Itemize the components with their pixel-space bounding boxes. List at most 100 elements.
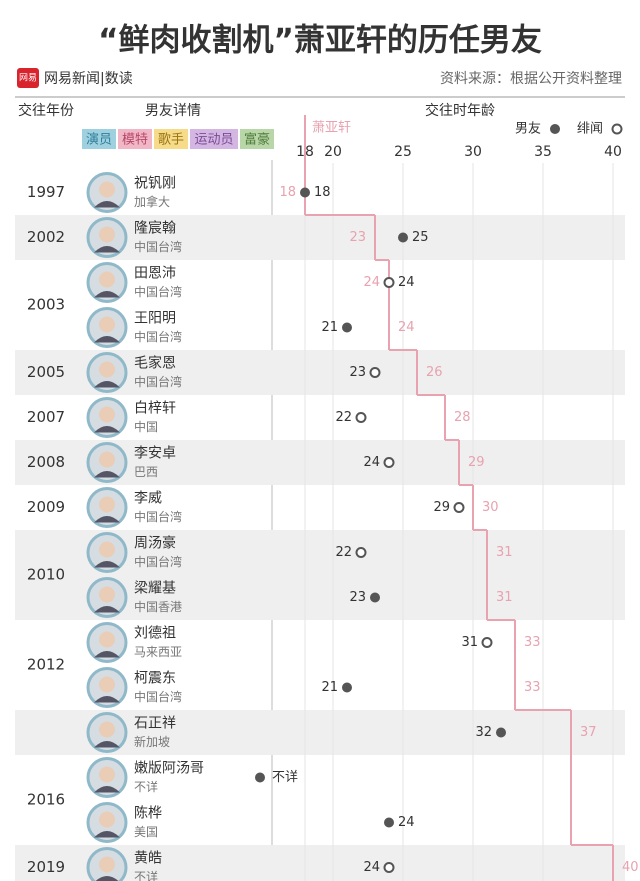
year: 2012 <box>27 656 65 674</box>
avatar-face <box>99 766 115 783</box>
legend-marker <box>550 124 560 134</box>
boyfriend-name: 白梓轩 <box>134 401 176 417</box>
avatar-face <box>99 676 115 693</box>
age-label: 24 <box>363 860 380 875</box>
tag-box <box>154 129 188 149</box>
avatar-body <box>94 606 120 613</box>
tag-box <box>82 129 116 149</box>
subject-age-label: 30 <box>482 500 499 515</box>
avatar-face <box>99 541 115 558</box>
boyfriend-name: 陈桦 <box>134 805 162 822</box>
avatar-body <box>95 876 119 881</box>
avatar-face <box>99 361 115 378</box>
subject-age-label: 29 <box>468 455 485 470</box>
boyfriend-origin: 中国台湾 <box>134 374 182 389</box>
boyfriend-origin: 不详 <box>134 779 158 794</box>
boyfriend-dot <box>342 322 352 333</box>
boyfriend-name: 祝钒刚 <box>134 176 176 192</box>
subject-age-label: 31 <box>496 545 513 560</box>
boyfriend-dot <box>398 232 408 243</box>
boyfriend-origin: 不详 <box>134 869 158 881</box>
age-header: 交往时年龄 <box>425 102 495 119</box>
avatar-body <box>94 201 120 208</box>
year: 2005 <box>27 363 65 381</box>
boyfriend-name: 刘德祖 <box>134 626 176 642</box>
boyfriend-name: 王阳明 <box>134 311 176 327</box>
tag-label: 歌手 <box>158 133 184 148</box>
avatar-body <box>94 246 120 253</box>
boyfriend-name: 毛家恩 <box>134 355 176 372</box>
subject-age-label: 40 <box>622 860 639 875</box>
title: “鲜肉收割机”萧亚轩的历任男友 <box>98 23 542 59</box>
avatar-face <box>99 226 115 243</box>
boyfriend-dot <box>355 412 367 423</box>
boyfriend-dot <box>383 277 395 288</box>
age-label: 24 <box>398 275 415 290</box>
boyfriend-origin: 中国台湾 <box>134 689 182 704</box>
age-label: 21 <box>321 680 338 695</box>
subject-age-label: 28 <box>454 410 471 425</box>
year: 2007 <box>27 408 65 426</box>
year: 2002 <box>27 228 65 246</box>
logo-box <box>17 68 39 88</box>
x-tick-label: 30 <box>464 144 482 160</box>
boyfriend-origin: 中国台湾 <box>134 554 182 569</box>
subject-age-label: 37 <box>580 725 597 740</box>
boyfriend-origin: 新加坡 <box>134 734 170 749</box>
avatar-face <box>99 271 115 288</box>
detail-header: 男友详情 <box>145 103 201 119</box>
boyfriend-name: 李安卓 <box>134 446 176 462</box>
boyfriend-dot <box>481 637 493 648</box>
avatar-body <box>94 741 120 748</box>
age-label: 31 <box>461 635 478 650</box>
tag-box <box>240 129 274 149</box>
avatar-face <box>99 586 115 603</box>
age-label: 29 <box>433 500 450 515</box>
age-label: 不详 <box>272 770 298 785</box>
year: 2003 <box>27 296 65 314</box>
avatar-body <box>94 426 120 433</box>
boyfriend-dot <box>383 457 395 468</box>
year: 1997 <box>27 183 65 201</box>
avatar-face <box>99 316 115 333</box>
avatar-body <box>94 651 120 658</box>
age-label: 24 <box>363 455 380 470</box>
tag-label: 演员 <box>86 132 112 148</box>
boyfriend-dot <box>453 502 465 513</box>
tag-label: 富豪 <box>244 132 270 148</box>
avatar-body <box>94 291 120 298</box>
avatar-body <box>94 831 120 838</box>
year: 2010 <box>27 566 65 584</box>
subject-label: 萧亚轩 <box>312 121 351 136</box>
x-tick-label: 40 <box>604 144 622 160</box>
boyfriend-origin: 中国 <box>134 419 158 434</box>
boyfriend-name: 隆宸翰 <box>134 220 176 237</box>
avatar-face <box>99 181 115 198</box>
subject-age-label: 33 <box>524 680 541 695</box>
boyfriend-origin: 加拿大 <box>134 194 170 209</box>
boyfriend-origin: 中国台湾 <box>134 329 182 344</box>
boyfriend-name: 石正祥 <box>134 716 176 732</box>
avatar-body <box>94 471 120 478</box>
age-label: 18 <box>314 185 331 200</box>
tag-box <box>118 129 152 149</box>
logo: 网易 <box>19 73 37 84</box>
boyfriend-origin: 中国香港 <box>134 599 182 614</box>
avatar-face <box>99 451 115 468</box>
subject-age-label: 24 <box>363 275 380 290</box>
boyfriend-origin: 中国台湾 <box>134 239 182 254</box>
subject-age-label: 33 <box>524 635 541 650</box>
boyfriend-dot <box>342 682 352 693</box>
boyfriend-dot <box>383 862 395 873</box>
age-label: 22 <box>335 410 352 425</box>
boyfriend-name: 梁耀基 <box>134 580 176 597</box>
x-tick-label: 25 <box>394 144 412 160</box>
brand: 网易新闻|数读 <box>44 70 133 87</box>
subject-age-label: 18 <box>279 185 296 200</box>
subject-age-label: 24 <box>398 320 415 335</box>
tag-box <box>190 129 238 149</box>
age-label: 24 <box>398 815 415 830</box>
avatar-body <box>94 561 120 568</box>
x-tick-label: 35 <box>534 144 552 160</box>
